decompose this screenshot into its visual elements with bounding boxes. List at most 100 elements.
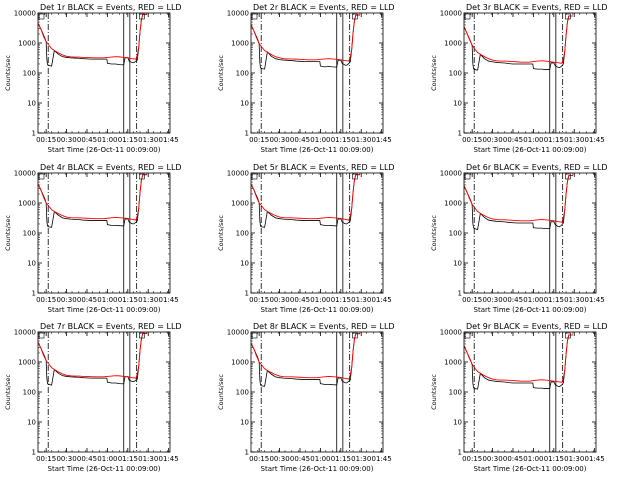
y-tick-label: 1000 (18, 200, 36, 208)
y-tick-label: 1000 (18, 40, 36, 48)
x-axis-label: Start Time (26-Oct-11 00:09:00) (261, 306, 374, 314)
corner-box (139, 173, 145, 180)
y-tick-label: 100 (23, 70, 36, 78)
panel-title: Det 7r BLACK = Events, RED = LLD (40, 322, 182, 331)
x-tick-label: 01:15 (544, 296, 564, 304)
y-tick-label: 10 (453, 419, 462, 427)
plot-frame (250, 12, 384, 134)
x-tick-label: 00:30 (56, 136, 76, 144)
panel-7: Det 7r BLACK = Events, RED = LLD Counts/s… (4, 322, 182, 473)
corner-box (139, 13, 145, 20)
corner-box (139, 332, 145, 339)
y-tick-label: 1000 (444, 359, 462, 367)
x-tick-label: 01:15 (118, 296, 138, 304)
x-tick-label: 00:45 (77, 296, 97, 304)
corner-box (38, 332, 45, 339)
y-tick-label: 1 (458, 290, 462, 298)
events-series (37, 174, 147, 228)
lld-series (250, 174, 360, 221)
y-tick-label: 1 (245, 290, 249, 298)
x-tick-label: 01:30 (138, 136, 158, 144)
plot-frame (463, 331, 597, 453)
y-axis-label: Counts/sec (217, 374, 225, 410)
y-tick-label: 100 (23, 230, 36, 238)
x-tick-label: 01:30 (564, 296, 584, 304)
x-tick-label: 01:45 (585, 136, 605, 144)
plot-frame (463, 12, 597, 134)
y-tick-label: 1000 (231, 359, 249, 367)
x-axis-label: Start Time (26-Oct-11 00:09:00) (48, 465, 161, 473)
plot-frame (250, 331, 384, 453)
panel-1: Det 1r BLACK = Events, RED = LLD Counts/s… (4, 3, 182, 154)
x-tick-label: 00:15 (462, 136, 482, 144)
x-tick-label: 00:45 (503, 136, 523, 144)
x-axis-label: Start Time (26-Oct-11 00:09:00) (48, 306, 161, 314)
panel-title: Det 6r BLACK = Events, RED = LLD (466, 163, 608, 172)
plot-frame (37, 12, 171, 134)
x-tick-label: 00:30 (56, 296, 76, 304)
x-axis-label: Start Time (26-Oct-11 00:09:00) (474, 146, 587, 154)
y-tick-label: 10000 (14, 329, 36, 337)
y-tick-label: 10 (27, 100, 36, 108)
x-tick-label: 01:30 (351, 296, 371, 304)
y-tick-label: 1000 (231, 200, 249, 208)
x-tick-label: 00:30 (269, 136, 289, 144)
x-axis-label: Start Time (26-Oct-11 00:09:00) (474, 306, 587, 314)
y-axis-label: Counts/sec (430, 215, 438, 251)
corner-box (251, 13, 258, 20)
y-tick-label: 10000 (440, 329, 462, 337)
x-axis-label: Start Time (26-Oct-11 00:09:00) (261, 146, 374, 154)
panel-2: Det 2r BLACK = Events, RED = LLD Counts/s… (217, 3, 395, 154)
x-tick-label: 01:30 (138, 455, 158, 463)
plot-frame (37, 172, 171, 294)
panel-6: Det 6r BLACK = Events, RED = LLD Counts/s… (430, 163, 608, 314)
events-series (250, 174, 360, 228)
y-tick-label: 10000 (14, 10, 36, 18)
corner-box (352, 173, 358, 180)
y-tick-label: 10000 (227, 10, 249, 18)
x-tick-label: 01:45 (372, 136, 392, 144)
x-tick-label: 01:00 (97, 296, 117, 304)
corner-box (464, 173, 471, 180)
x-tick-label: 00:30 (482, 296, 502, 304)
y-tick-label: 1 (32, 449, 36, 457)
x-tick-label: 01:00 (310, 455, 330, 463)
corner-box (251, 332, 258, 339)
y-tick-label: 1 (32, 130, 36, 138)
lld-series (37, 174, 147, 221)
y-axis-label: Counts/sec (4, 374, 12, 410)
y-tick-label: 1000 (444, 200, 462, 208)
lld-series (37, 332, 147, 379)
x-tick-label: 00:45 (290, 296, 310, 304)
lld-series (463, 15, 573, 64)
x-tick-label: 00:15 (249, 455, 269, 463)
x-tick-label: 00:30 (482, 136, 502, 144)
y-tick-label: 10000 (227, 170, 249, 178)
corner-box (464, 332, 471, 339)
y-axis-label: Counts/sec (217, 215, 225, 251)
x-tick-label: 01:30 (138, 296, 158, 304)
x-tick-label: 00:30 (269, 455, 289, 463)
y-tick-label: 10 (240, 100, 249, 108)
panel-title: Det 8r BLACK = Events, RED = LLD (253, 322, 395, 331)
y-tick-label: 10 (27, 260, 36, 268)
events-series (463, 334, 573, 390)
x-tick-label: 00:45 (290, 136, 310, 144)
corner-box (565, 332, 571, 339)
y-tick-label: 10000 (227, 329, 249, 337)
y-tick-label: 100 (23, 389, 36, 397)
y-tick-label: 1 (458, 449, 462, 457)
y-tick-label: 10 (453, 100, 462, 108)
events-series (250, 333, 360, 387)
corner-box (38, 173, 45, 180)
x-tick-label: 00:45 (77, 136, 97, 144)
y-tick-label: 100 (449, 70, 462, 78)
y-tick-label: 1 (458, 130, 462, 138)
x-tick-label: 00:15 (36, 136, 56, 144)
y-tick-label: 1 (245, 449, 249, 457)
y-tick-label: 10 (453, 260, 462, 268)
lld-series (37, 13, 147, 60)
corner-box (38, 13, 45, 20)
x-tick-label: 01:00 (310, 296, 330, 304)
